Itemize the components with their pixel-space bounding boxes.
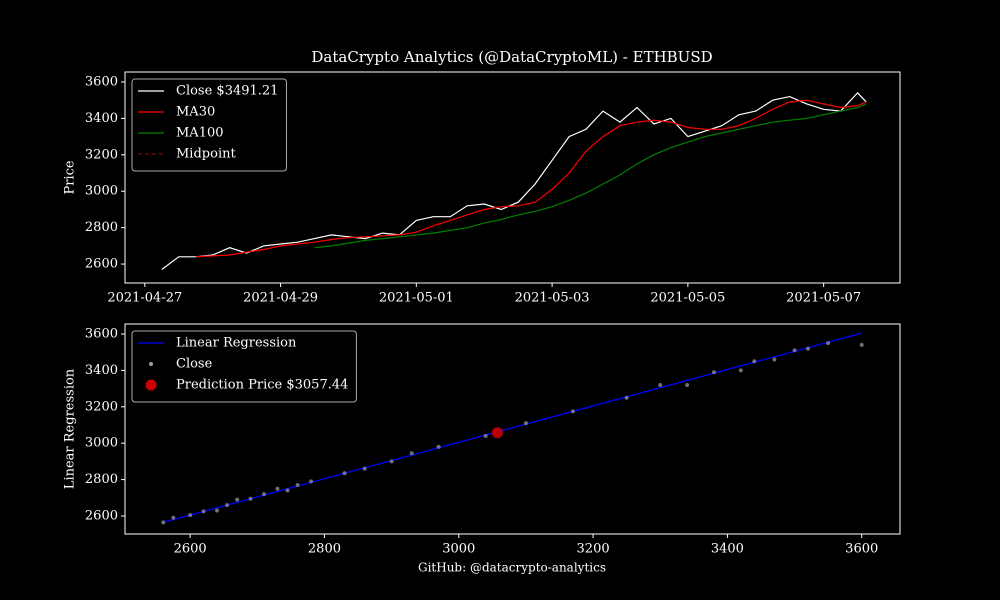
scatter-point [215,508,220,513]
legend: Linear Regression Close Prediction Price $… [131,330,357,403]
scatter-point [235,497,240,502]
scatter-point [262,492,267,497]
footer: GitHub: @datacrypto-analytics [418,561,606,575]
x-tick-label: 2800 [308,542,341,557]
regression-line [163,332,862,524]
chart-title: DataCrypto Analytics (@DataCryptoML) - E… [311,48,712,66]
legend-label: MA30 [176,105,215,120]
legend-box [131,330,357,403]
scatter-point [711,370,716,375]
scatter-point [295,483,300,488]
series-line [161,92,867,270]
x-tick-label: 3200 [577,542,610,557]
y-tick-label: 2800 [85,472,118,487]
legend-swatch [145,379,157,391]
legend-label: Midpoint [176,147,236,162]
legend-swatch [149,362,153,366]
scatter-point [161,520,166,525]
x-tick-label: 2021-05-05 [650,291,725,306]
y-tick-label: 3000 [85,436,118,451]
y-axis-label: Linear Regression [63,368,78,489]
scatter-point [792,348,797,353]
legend-label: Close $3491.21 [176,84,278,99]
x-tick-label: 2600 [174,542,207,557]
y-tick-label: 3600 [85,75,118,90]
y-tick-label: 3400 [85,111,118,126]
scatter-point [483,433,488,438]
scatter-point [624,395,629,400]
legend: Close $3491.21 MA30 MA100 Midpoint [131,78,287,172]
prediction-point [491,427,503,439]
scatter-point [201,509,206,514]
scatter-point [658,382,663,387]
y-tick-label: 3200 [85,147,118,162]
y-tick-label: 3200 [85,399,118,414]
scatter-point [772,357,777,362]
x-tick-label: 3400 [711,542,744,557]
scatter-point [342,471,347,476]
scatter-point [171,515,176,520]
scatter-point [826,341,831,346]
scatter-point [275,486,280,491]
scatter-point [523,421,528,426]
series-line [195,99,867,258]
legend-label: Close [176,357,213,372]
scatter-point [309,479,314,484]
scatter-point [409,451,414,456]
y-tick-label: 2600 [85,508,118,523]
x-tick-label: 2021-04-29 [243,291,318,306]
x-tick-label: 3000 [442,542,475,557]
scatter-point [362,466,367,471]
legend-label: Prediction Price $3057.44 [176,378,348,393]
x-tick-label: 2021-04-27 [107,291,182,306]
y-tick-label: 2600 [85,257,118,272]
scatter-point [225,503,230,508]
x-tick-label: 3600 [845,542,878,557]
y-tick-label: 2800 [85,220,118,235]
scatter-point [685,382,690,387]
scatter-point [752,359,757,364]
x-tick-label: 2021-05-07 [786,291,861,306]
y-tick-label: 3600 [85,327,118,342]
scatter-point [389,459,394,464]
scatter-point [570,409,575,414]
plot-frame [124,71,901,284]
legend-label: MA100 [176,126,224,141]
series-line [314,103,867,249]
x-tick-label: 2021-05-03 [515,291,590,306]
scatter-point [285,488,290,493]
scatter-point [859,342,864,347]
legend-label: Linear Regression [176,336,297,351]
scatter-point [805,346,810,351]
legend-box [131,78,287,172]
scatter-point [248,496,253,501]
y-axis-label: Price [63,160,78,194]
plot-frame [124,323,901,535]
scatter-point [738,368,743,373]
scatter-point [188,513,193,518]
y-tick-label: 3000 [85,184,118,199]
scatter-point [436,444,441,449]
y-tick-label: 3400 [85,363,118,378]
x-tick-label: 2021-05-01 [379,291,454,306]
